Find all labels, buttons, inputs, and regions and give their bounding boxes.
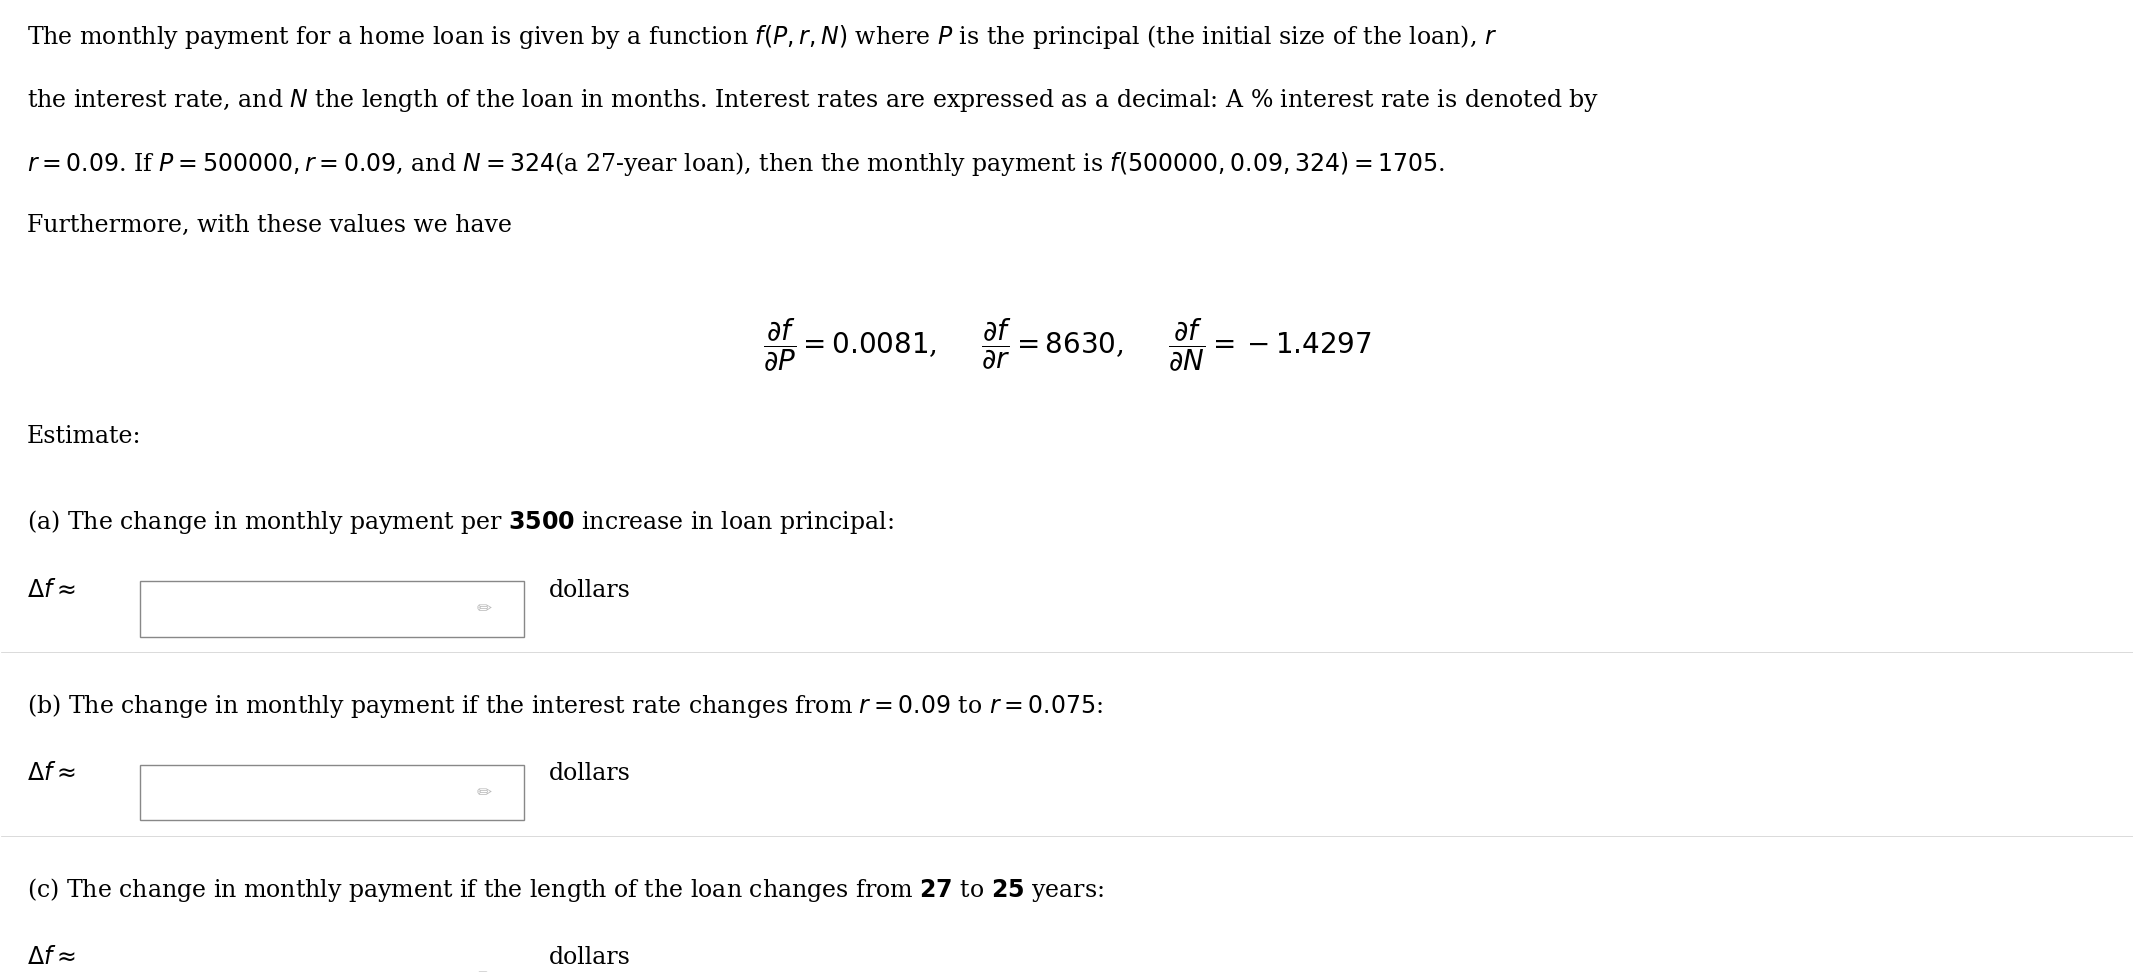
Text: ✏: ✏ bbox=[476, 967, 491, 972]
Text: Furthermore, with these values we have: Furthermore, with these values we have bbox=[28, 215, 512, 237]
Text: The monthly payment for a home loan is given by a function $f(P, r, N)$ where $P: The monthly payment for a home loan is g… bbox=[28, 22, 1496, 51]
Text: dollars: dollars bbox=[548, 762, 632, 785]
Text: ✏: ✏ bbox=[476, 600, 491, 618]
Text: $r = 0.09$. If $P = 500000, r = 0.09$, and $N = 324$(a 27-year loan), then the m: $r = 0.09$. If $P = 500000, r = 0.09$, a… bbox=[28, 151, 1445, 179]
Text: (b) The change in monthly payment if the interest rate changes from $r = 0.09$ t: (b) The change in monthly payment if the… bbox=[28, 692, 1103, 720]
FancyBboxPatch shape bbox=[141, 765, 523, 820]
Text: (c) The change in monthly payment if the length of the loan changes from $\mathb: (c) The change in monthly payment if the… bbox=[28, 876, 1103, 904]
Text: (a) The change in monthly payment per $\mathbf{3500}$ increase in loan principal: (a) The change in monthly payment per $\… bbox=[28, 508, 894, 537]
FancyBboxPatch shape bbox=[141, 581, 523, 637]
Text: $\Delta f \approx$: $\Delta f \approx$ bbox=[28, 762, 75, 785]
Text: $\dfrac{\partial f}{\partial P} = 0.0081$,     $\dfrac{\partial f}{\partial r} =: $\dfrac{\partial f}{\partial P} = 0.0081… bbox=[762, 317, 1372, 374]
FancyBboxPatch shape bbox=[141, 949, 523, 972]
Text: ✏: ✏ bbox=[476, 783, 491, 802]
Text: Estimate:: Estimate: bbox=[28, 425, 141, 448]
Text: $\Delta f \approx$: $\Delta f \approx$ bbox=[28, 946, 75, 969]
Text: dollars: dollars bbox=[548, 578, 632, 602]
Text: $\Delta f \approx$: $\Delta f \approx$ bbox=[28, 578, 75, 602]
Text: the interest rate, and $N$ the length of the loan in months. Interest rates are : the interest rate, and $N$ the length of… bbox=[28, 87, 1598, 114]
Text: dollars: dollars bbox=[548, 946, 632, 969]
